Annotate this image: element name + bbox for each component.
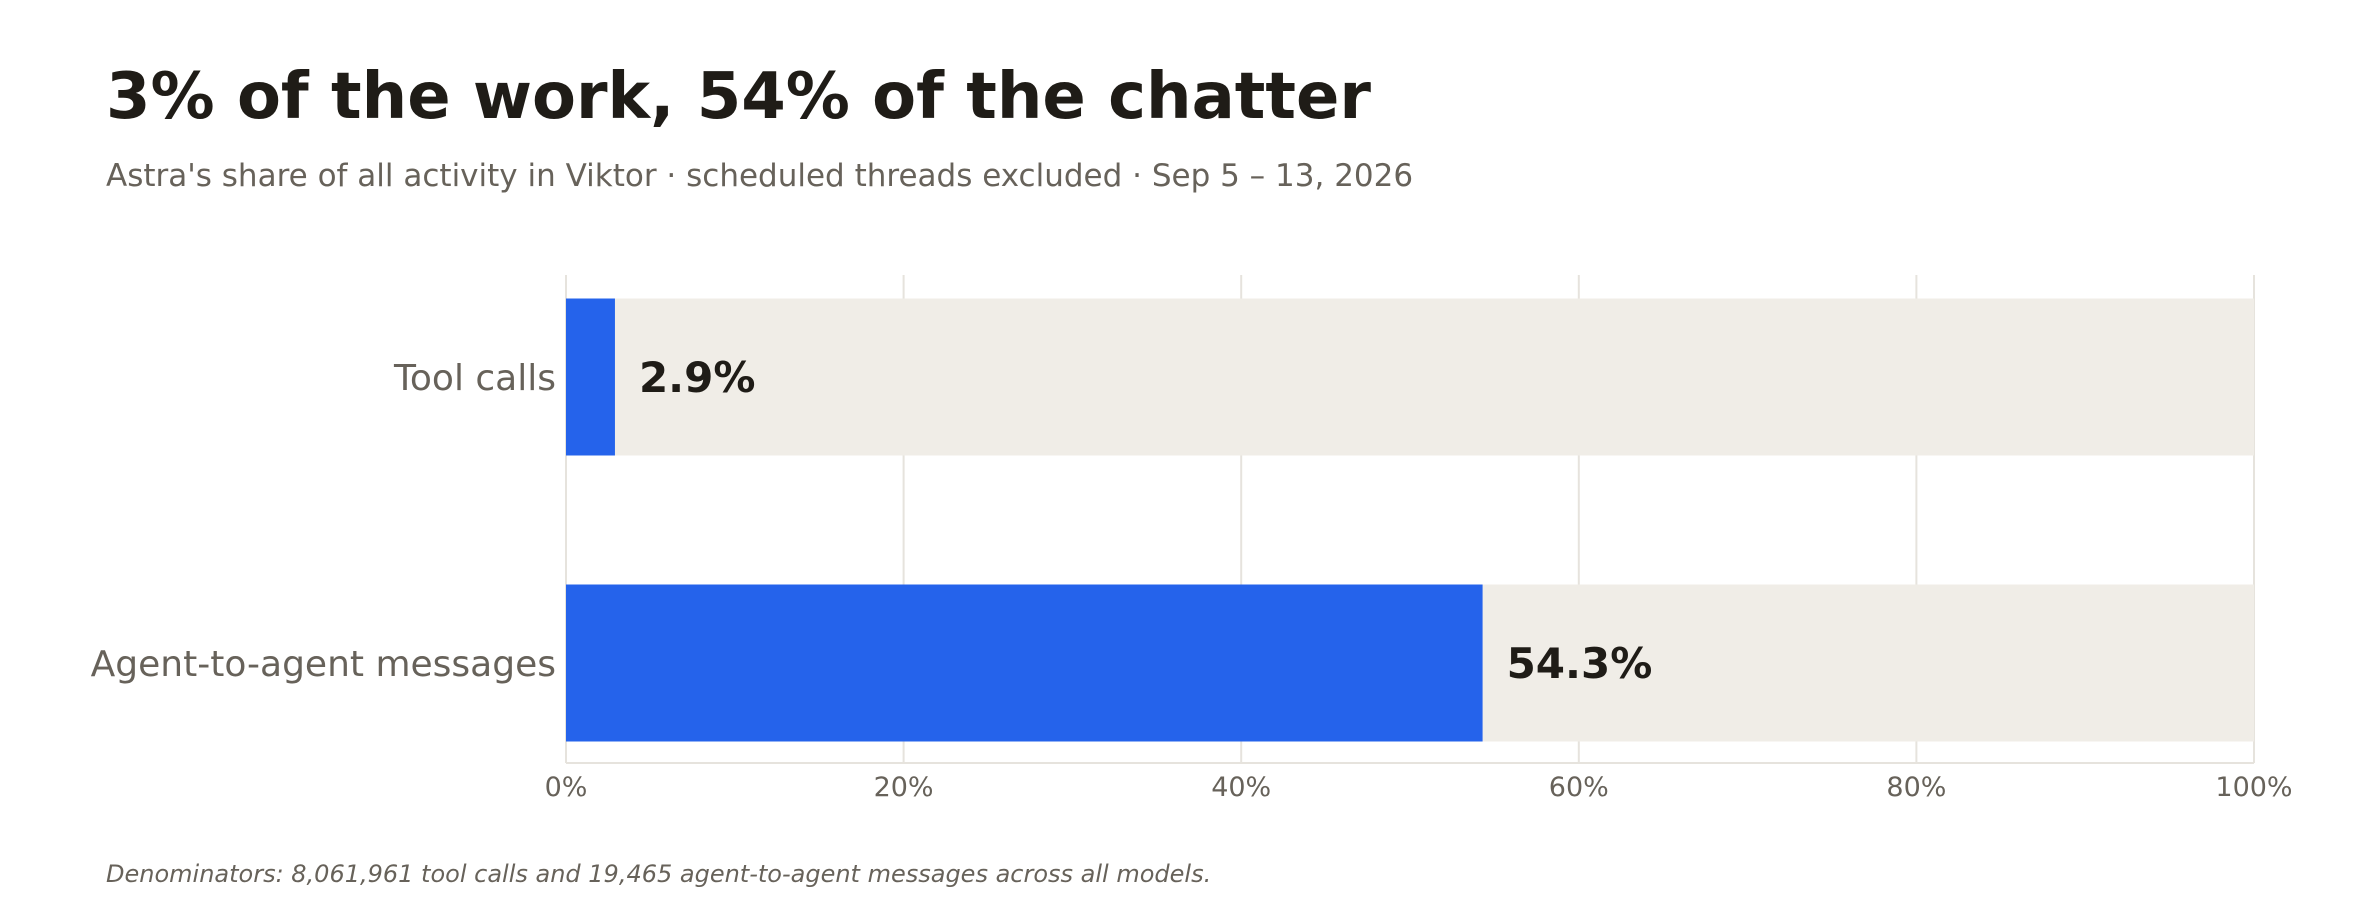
value-label: 54.3% (1507, 639, 1653, 688)
bar-track (566, 298, 2254, 456)
bars (566, 298, 1483, 742)
category-label: Tool calls (393, 358, 556, 399)
x-tick-label: 100% (2215, 772, 2292, 803)
bar (566, 298, 615, 456)
x-tick-label: 0% (545, 772, 588, 803)
x-tick-label: 60% (1549, 772, 1609, 803)
bar (566, 584, 1483, 742)
value-label: 2.9% (639, 353, 755, 402)
category-label: Agent-to-agent messages (91, 644, 556, 685)
footnote: Denominators: 8,061,961 tool calls and 1… (106, 860, 1212, 888)
x-tick-label: 40% (1211, 772, 1271, 803)
chart-title: 3% of the work, 54% of the chatter (106, 60, 1371, 134)
chart-subtitle: Astra's share of all activity in Viktor … (106, 158, 1414, 194)
x-tick-label: 20% (874, 772, 934, 803)
x-tick-label: 80% (1886, 772, 1946, 803)
x-axis: 0% 20% 40% 60% 80% 100% (545, 762, 2293, 803)
labels: Tool calls 2.9% Agent-to-agent messages 54.… (91, 353, 1653, 688)
